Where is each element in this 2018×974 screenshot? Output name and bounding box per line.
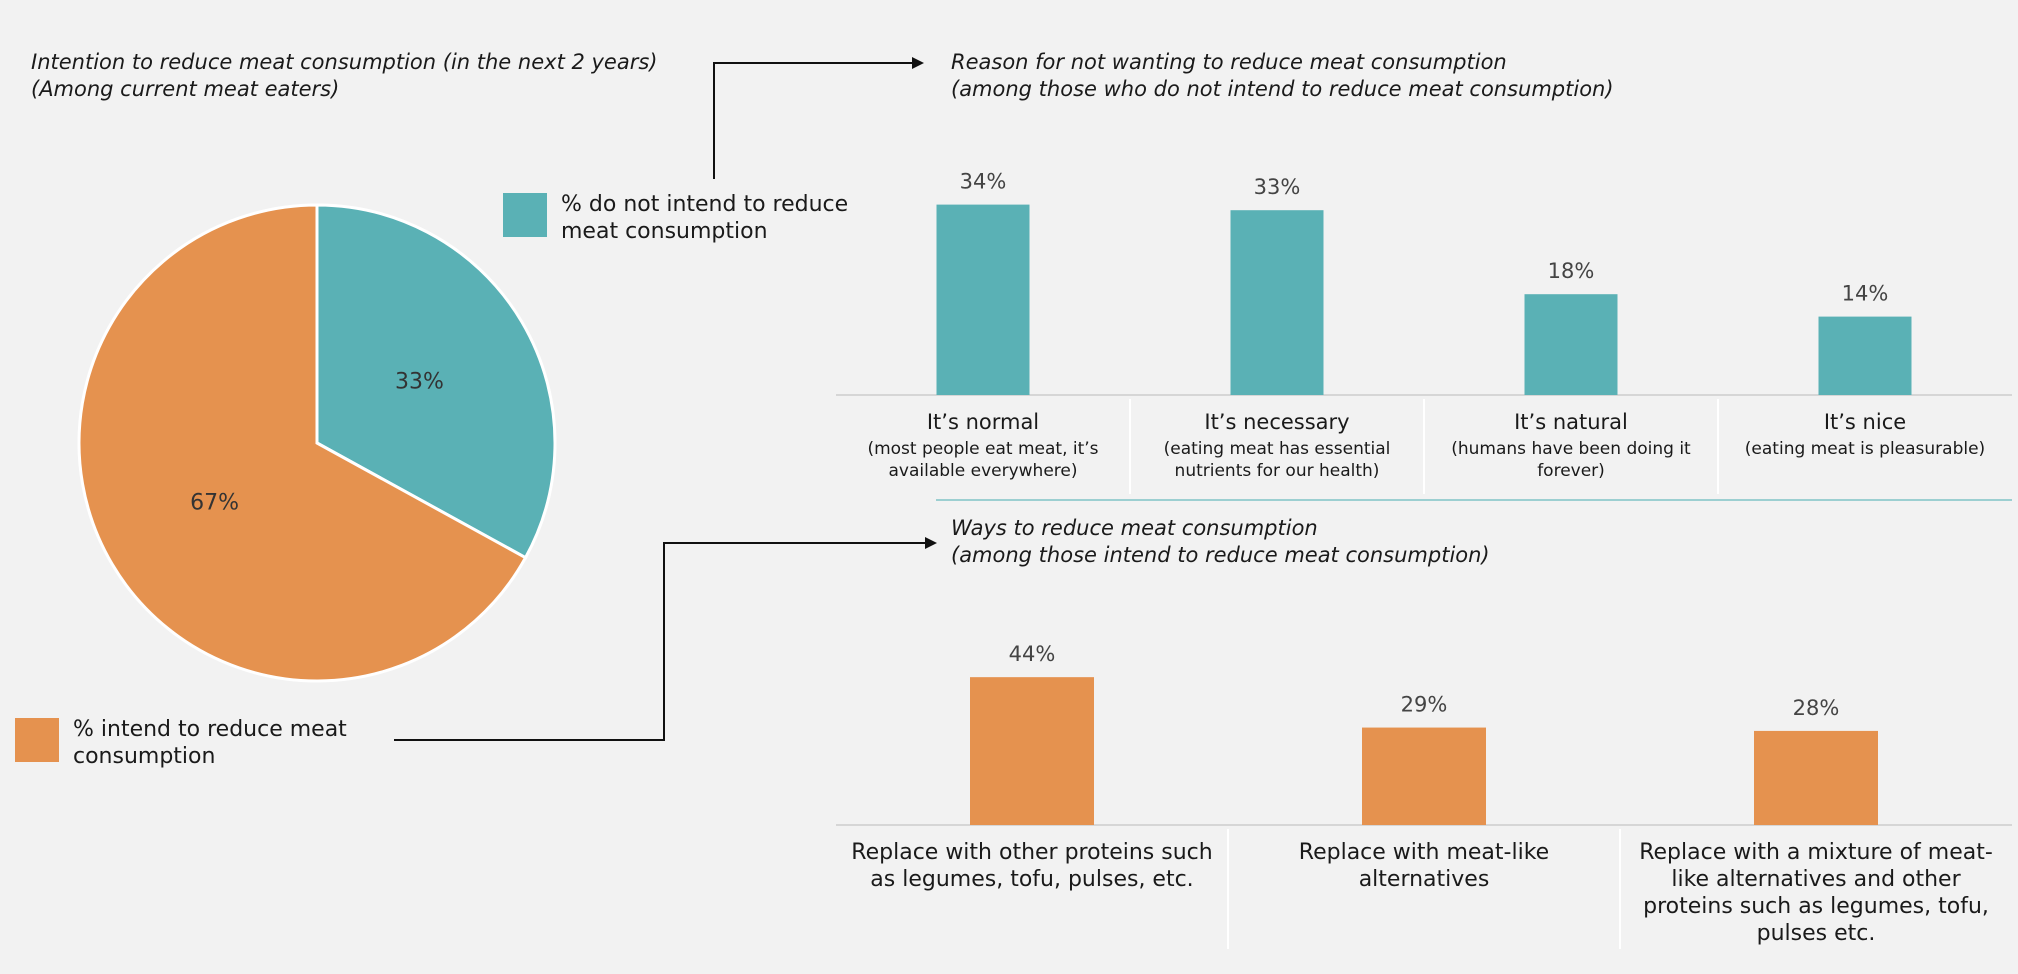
legend-label: % do not intend to reduce meat consumpti…	[561, 192, 849, 244]
bar	[1230, 210, 1324, 395]
category-note: (eating meat has essential nutrients for…	[1163, 439, 1391, 481]
category-label: Replace with other proteins such as legu…	[851, 840, 1213, 892]
pie-slice	[77, 203, 528, 683]
slice-label: 33%	[395, 369, 444, 394]
bar	[936, 204, 1030, 395]
value-label: 34%	[960, 170, 1007, 194]
chart-subtitle: (among those intend to reduce meat consu…	[951, 543, 1490, 567]
category-label: Replace with a mixture of meat-like alte…	[1639, 840, 1993, 946]
chart-title: Ways to reduce meat consumption	[951, 516, 1318, 540]
value-label: 29%	[1401, 693, 1448, 717]
pie-slice	[315, 203, 557, 560]
arrow-head	[925, 537, 937, 549]
value-label: 44%	[1009, 642, 1056, 666]
bar	[1524, 294, 1618, 395]
category-label: It’s necessary	[1204, 410, 1350, 434]
bar	[1362, 727, 1486, 825]
legend-label: % intend to reduce meat consumption	[73, 717, 347, 769]
value-label: 33%	[1254, 175, 1301, 199]
category-note: (humans have been doing it forever)	[1451, 439, 1691, 481]
chart-title: Intention to reduce meat consumption (in…	[31, 50, 658, 74]
value-label: 28%	[1793, 696, 1840, 720]
bar	[970, 677, 1094, 825]
arrow-head	[912, 57, 924, 69]
category-label: It’s nice	[1823, 410, 1907, 434]
value-label: 14%	[1842, 282, 1889, 306]
chart-subtitle: (Among current meat eaters)	[31, 77, 340, 101]
value-label: 18%	[1548, 259, 1595, 283]
category-note: (most people eat meat, it’s available ev…	[867, 439, 1099, 481]
connectors	[394, 62, 925, 741]
category-label: It’s normal	[926, 410, 1040, 434]
chart-title: Reason for not wanting to reduce meat co…	[951, 50, 1507, 74]
category-label: Replace with meat-like alternatives	[1298, 840, 1550, 892]
bar	[1754, 730, 1878, 825]
legend-swatch	[15, 718, 59, 762]
connector	[394, 542, 925, 741]
category-label: It’s natural	[1514, 410, 1628, 434]
legend-swatch	[503, 193, 547, 237]
category-note: (eating meat is pleasurable)	[1744, 439, 1986, 459]
bar	[1818, 316, 1912, 395]
chart-subtitle: (among those who do not intend to reduce…	[951, 77, 1614, 101]
connector	[713, 62, 912, 179]
slice-label: 67%	[190, 491, 239, 516]
